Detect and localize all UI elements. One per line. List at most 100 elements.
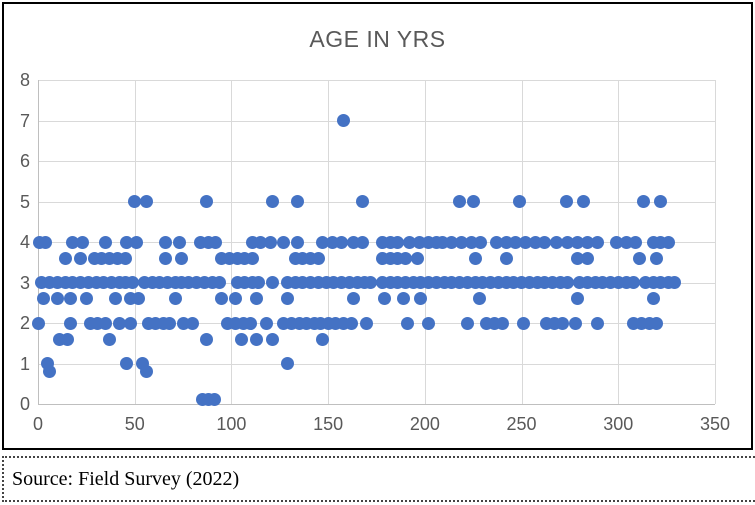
data-point: [259, 316, 273, 330]
data-point: [234, 332, 248, 346]
data-point: [290, 195, 304, 208]
gridline-vertical: [231, 80, 233, 404]
data-point: [159, 235, 173, 249]
y-tick-label: 8: [19, 70, 30, 90]
data-point: [569, 316, 583, 330]
data-point: [513, 195, 527, 208]
chart-title: AGE IN YRS: [309, 26, 446, 52]
x-tick-label: 200: [409, 414, 440, 434]
data-point: [356, 235, 370, 249]
data-point: [627, 276, 641, 289]
data-point: [499, 251, 513, 265]
data-point: [400, 316, 414, 330]
data-point: [360, 316, 374, 330]
data-point: [346, 292, 360, 306]
data-point: [662, 235, 676, 249]
data-point: [281, 357, 295, 370]
data-point: [561, 276, 575, 289]
data-point: [64, 316, 78, 330]
gridline-horizontal: [38, 120, 715, 122]
x-tick-label: 350: [699, 414, 731, 434]
gridline-horizontal: [38, 161, 715, 162]
data-point: [277, 235, 291, 249]
data-point: [159, 251, 173, 265]
data-point: [39, 235, 53, 249]
data-point: [139, 195, 153, 208]
data-point: [667, 276, 681, 289]
data-point: [590, 316, 604, 330]
x-tick-label: 100: [216, 414, 247, 434]
data-point: [199, 332, 213, 346]
x-tick-label: 150: [313, 414, 344, 434]
data-point: [120, 357, 134, 370]
gridline-horizontal: [38, 404, 715, 405]
data-point: [118, 251, 132, 265]
y-tick-label: 7: [19, 110, 30, 131]
data-point: [99, 235, 113, 249]
data-point: [337, 114, 351, 127]
y-tick-label: 5: [19, 191, 30, 212]
x-tick-label: 50: [124, 414, 145, 434]
source-note: Source: Field Survey (2022): [12, 467, 240, 490]
data-point: [650, 316, 664, 330]
data-point: [50, 292, 64, 306]
data-point: [244, 316, 258, 330]
data-point: [252, 276, 265, 289]
x-tick-label: 0: [32, 414, 44, 434]
data-point: [335, 235, 349, 249]
data-point: [126, 276, 140, 289]
gridline-vertical: [715, 80, 716, 404]
data-point: [580, 235, 594, 249]
chart: AGE IN YRS: [2, 2, 753, 450]
y-tick-label: 2: [19, 313, 30, 333]
data-point: [414, 292, 428, 306]
gridline-horizontal: [38, 80, 715, 81]
data-point: [246, 251, 260, 265]
plot-area: [31, 80, 716, 407]
data-point: [472, 292, 486, 306]
data-point: [213, 276, 227, 289]
data-point: [580, 251, 594, 265]
data-point: [124, 316, 138, 330]
data-point: [391, 235, 405, 249]
data-point: [174, 251, 188, 265]
data-point: [265, 195, 279, 208]
data-point: [265, 332, 279, 346]
data-point: [215, 292, 229, 306]
data-point: [517, 316, 530, 330]
data-point: [468, 251, 482, 265]
data-point: [654, 195, 668, 208]
data-point: [453, 195, 467, 208]
data-point: [629, 235, 643, 249]
data-point: [399, 251, 412, 265]
data-point: [377, 292, 391, 306]
data-point: [364, 276, 378, 289]
gridline-horizontal: [38, 363, 715, 365]
y-tick-label: 3: [19, 272, 30, 293]
data-point: [555, 316, 569, 330]
y-tick-label: 4: [19, 232, 30, 252]
data-point: [75, 235, 89, 249]
data-point: [549, 235, 563, 249]
y-tick-label: 6: [19, 151, 30, 171]
data-point: [559, 195, 573, 208]
data-point: [633, 251, 647, 265]
data-point: [250, 292, 264, 306]
data-point: [576, 195, 590, 208]
data-point: [290, 235, 304, 249]
data-point: [58, 251, 72, 265]
data-point: [99, 316, 113, 330]
source-note-box: Source: Field Survey (2022): [2, 456, 755, 502]
data-point: [43, 365, 57, 379]
data-point: [112, 316, 126, 330]
gridline-horizontal: [38, 201, 715, 203]
data-point: [168, 292, 182, 306]
data-point: [281, 292, 295, 306]
x-tick-label: 250: [506, 414, 537, 434]
data-point: [132, 292, 146, 306]
data-point: [186, 316, 200, 330]
data-point: [263, 235, 277, 249]
data-point: [590, 235, 604, 249]
data-point: [139, 365, 153, 379]
data-point: [31, 316, 45, 330]
